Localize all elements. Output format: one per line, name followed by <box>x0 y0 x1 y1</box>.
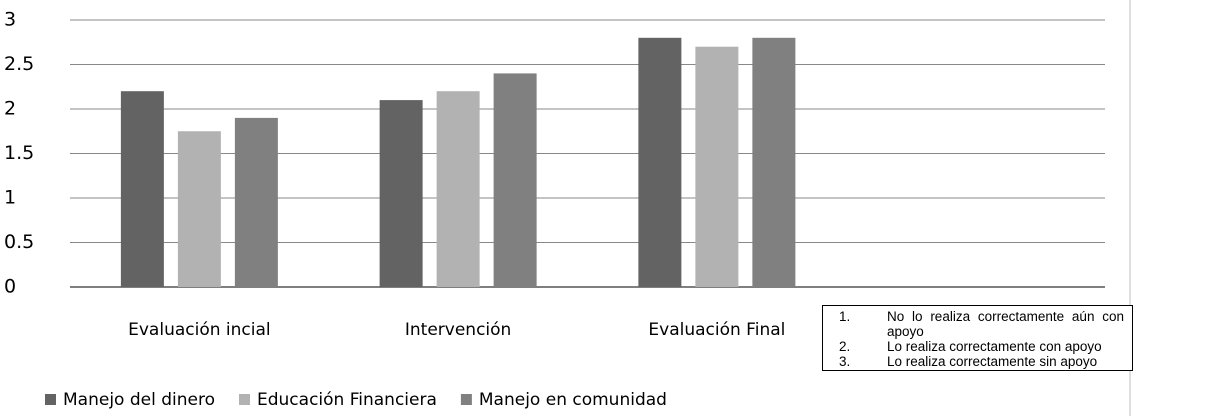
x-tick-label: Intervención <box>405 320 511 340</box>
y-tick-label: 0.5 <box>4 231 34 253</box>
legend-swatch <box>239 394 250 405</box>
bar <box>234 117 278 288</box>
y-tick-label: 1.5 <box>4 142 34 164</box>
x-tick-label: Evaluación incial <box>128 320 271 340</box>
list-item: 2. Lo realiza correctamente con apoyo <box>823 339 1124 354</box>
annotation-box: 1. No lo realiza correctamente aún con ap… <box>822 305 1133 371</box>
bar <box>436 91 480 287</box>
bar <box>493 73 537 288</box>
y-tick-label: 3 <box>4 9 16 31</box>
list-item: 1. No lo realiza correctamente aún con ap… <box>823 309 1124 339</box>
bar <box>120 91 164 287</box>
list-text: Lo realiza correctamente con apoyo <box>887 339 1102 354</box>
y-tick-label: 2 <box>4 98 16 120</box>
legend-swatch <box>460 394 472 405</box>
legend-swatch <box>45 394 56 405</box>
list-item: 3. Lo realiza correctamente sin apoyo <box>823 354 1124 369</box>
bar <box>177 131 221 287</box>
bar <box>752 37 796 287</box>
bar <box>638 37 682 287</box>
legend-label: Manejo en comunidad <box>479 390 667 410</box>
y-tick-label: 0 <box>4 276 16 298</box>
x-tick-label: Evaluación Final <box>648 320 785 340</box>
y-tick-label: 1 <box>4 187 16 209</box>
bar <box>379 100 423 287</box>
list-number: 3. <box>839 354 851 369</box>
list-text: Lo realiza correctamente sin apoyo <box>887 354 1098 369</box>
legend-label: Manejo del dinero <box>63 390 215 410</box>
legend-label: Educación Financiera <box>257 390 437 410</box>
y-tick-label: 2.5 <box>4 53 34 75</box>
list-number: 1. <box>839 309 851 324</box>
bar <box>695 46 739 288</box>
list-number: 2. <box>839 339 851 354</box>
list-text: No lo realiza correctamente aún con apoy… <box>887 309 1124 339</box>
